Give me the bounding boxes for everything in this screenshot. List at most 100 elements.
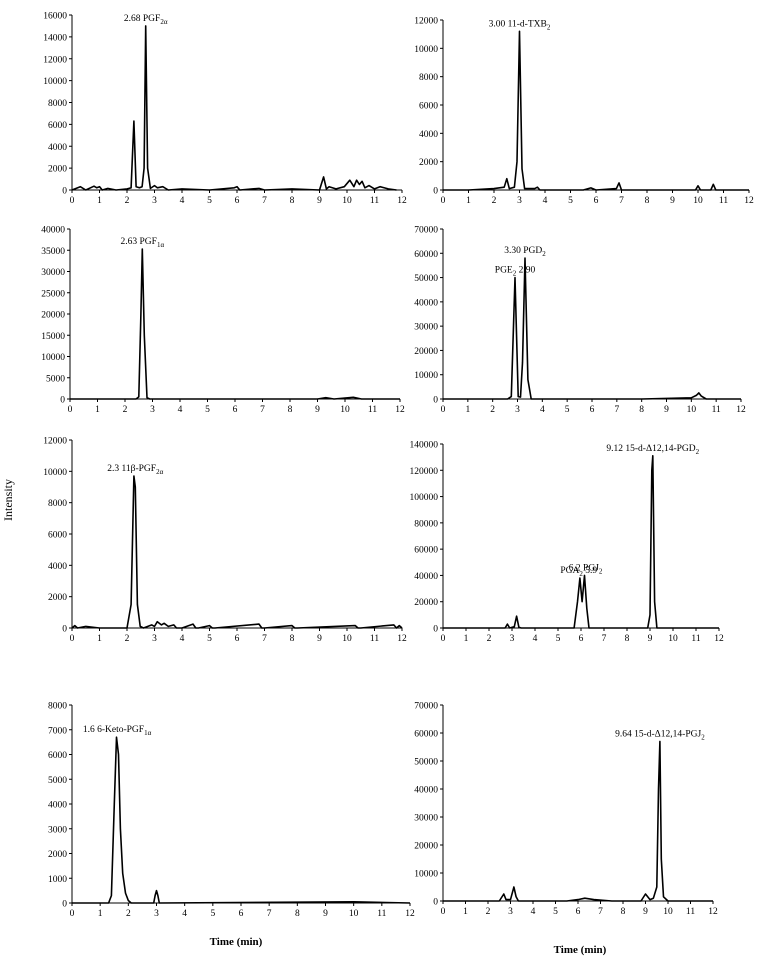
x-tick-label: 5 — [207, 196, 212, 206]
x-tick-label: 8 — [645, 196, 650, 206]
y-tick-label: 70000 — [414, 702, 438, 712]
y-tick-label: 120000 — [410, 467, 439, 477]
x-tick-label: 12 — [744, 196, 754, 206]
y-tick-label: 10000 — [43, 468, 67, 478]
x-tick-label: 11 — [712, 405, 721, 415]
x-tick-label: 4 — [182, 909, 187, 919]
y-tick-label: 3000 — [48, 825, 67, 835]
x-tick-label: 5 — [565, 405, 570, 415]
y-tick-label: 40000 — [414, 572, 438, 582]
y-tick-label: 4000 — [48, 801, 67, 811]
chromatogram-trace — [72, 736, 411, 904]
x-tick-label: 4 — [540, 405, 545, 415]
x-tick-label: 8 — [625, 634, 630, 644]
y-tick-label: 50000 — [414, 758, 438, 768]
x-tick-label: 0 — [70, 634, 75, 644]
y-tick-label: 10000 — [414, 45, 438, 55]
x-tick-label: 0 — [68, 405, 73, 415]
x-tick-label: 4 — [531, 907, 536, 917]
x-tick-label: 11 — [368, 405, 377, 415]
x-tick-label: 1 — [97, 634, 102, 644]
y-tick-label: 4000 — [48, 562, 67, 572]
y-tick-label: 0 — [433, 625, 438, 635]
peak-label: 1.6 6-Keto-PGF1α — [83, 725, 152, 737]
x-tick-label: 1 — [465, 405, 470, 415]
x-tick-label: 0 — [441, 405, 446, 415]
y-tick-label: 140000 — [410, 441, 439, 451]
x-tick-label: 5 — [553, 907, 558, 917]
y-tick-label: 14000 — [43, 33, 67, 43]
x-tick-label: 6 — [576, 907, 581, 917]
chart-panel-2: 0 1 2 3 4 5 6 7 8 9 10 11 12020004000600080001000012… — [414, 17, 754, 207]
x-tick-label: 1 — [97, 196, 102, 206]
x-tick-label: 8 — [295, 909, 300, 919]
x-tick-label: 2 — [126, 909, 131, 919]
x-tick-label: 11 — [686, 907, 695, 917]
x-tick-label: 8 — [290, 196, 295, 206]
y-tick-label: 60000 — [414, 250, 438, 260]
x-axis-label-left: Time (min) — [210, 936, 263, 948]
x-tick-label: 6 — [235, 634, 240, 644]
y-tick-label: 5000 — [46, 374, 65, 384]
x-tick-label: 6 — [233, 405, 238, 415]
x-tick-label: 10 — [687, 405, 697, 415]
x-tick-label: 0 — [441, 634, 446, 644]
x-tick-label: 1 — [98, 909, 103, 919]
chromatogram-trace — [70, 248, 400, 400]
x-tick-label: 11 — [370, 196, 379, 206]
y-tick-label: 100000 — [410, 493, 439, 503]
x-tick-label: 11 — [377, 909, 386, 919]
x-tick-label: 1 — [464, 634, 469, 644]
y-tick-label: 6000 — [48, 531, 67, 541]
x-tick-label: 2 — [486, 907, 491, 917]
y-tick-label: 12000 — [43, 55, 67, 65]
y-tick-label: 0 — [433, 898, 438, 908]
x-tick-label: 9 — [670, 196, 675, 206]
x-tick-label: 12 — [736, 405, 746, 415]
x-tick-label: 6 — [235, 196, 240, 206]
x-tick-label: 10 — [693, 196, 703, 206]
x-tick-label: 9 — [317, 196, 322, 206]
y-tick-label: 8000 — [48, 99, 67, 109]
y-tick-label: 30000 — [414, 323, 438, 333]
x-tick-label: 10 — [342, 634, 352, 644]
y-tick-label: 16000 — [43, 12, 67, 22]
y-tick-label: 6000 — [419, 102, 438, 112]
y-tick-label: 60000 — [414, 730, 438, 740]
x-tick-label: 3 — [510, 634, 515, 644]
x-tick-label: 3 — [150, 405, 155, 415]
x-tick-label: 0 — [70, 909, 75, 919]
peak-label: 9.64 15-d-Δ12,14-PGJ2 — [615, 729, 705, 741]
chromatogram-trace — [71, 25, 397, 191]
x-tick-label: 0 — [70, 196, 75, 206]
y-tick-label: 0 — [433, 187, 438, 197]
y-tick-label: 4000 — [419, 130, 438, 140]
y-tick-label: 15000 — [41, 332, 65, 342]
chart-panel-3: 0 1 2 3 4 5 6 7 8 9 10 11 12050001000015000200002500… — [41, 226, 405, 416]
x-tick-label: 4 — [180, 196, 185, 206]
peak-label: 9.12 15-d-Δ12,14-PGD2 — [606, 444, 699, 456]
x-tick-label: 10 — [663, 907, 673, 917]
x-tick-label: 7 — [262, 196, 267, 206]
chart-panel-8: 0 1 2 3 4 5 6 7 8 9 10 11 12010000200003000040000500… — [414, 702, 718, 918]
peak-label: 3.00 11-d-TXB2 — [489, 19, 551, 31]
y-tick-label: 4000 — [48, 143, 67, 153]
y-tick-label: 30000 — [414, 814, 438, 824]
x-tick-label: 9 — [315, 405, 320, 415]
y-tick-label: 40000 — [414, 298, 438, 308]
x-tick-label: 5 — [556, 634, 561, 644]
x-tick-label: 8 — [290, 634, 295, 644]
x-tick-label: 9 — [317, 634, 322, 644]
peak-label: PGE2 2.90 — [495, 266, 536, 278]
y-tick-label: 5000 — [48, 776, 67, 786]
x-tick-label: 4 — [178, 405, 183, 415]
x-tick-label: 3 — [508, 907, 513, 917]
x-tick-label: 1 — [466, 196, 471, 206]
y-tick-label: 20000 — [414, 598, 438, 608]
x-tick-label: 10 — [340, 405, 350, 415]
y-tick-label: 0 — [62, 625, 67, 635]
x-tick-label: 8 — [288, 405, 293, 415]
x-tick-label: 8 — [639, 405, 644, 415]
x-tick-label: 5 — [207, 634, 212, 644]
